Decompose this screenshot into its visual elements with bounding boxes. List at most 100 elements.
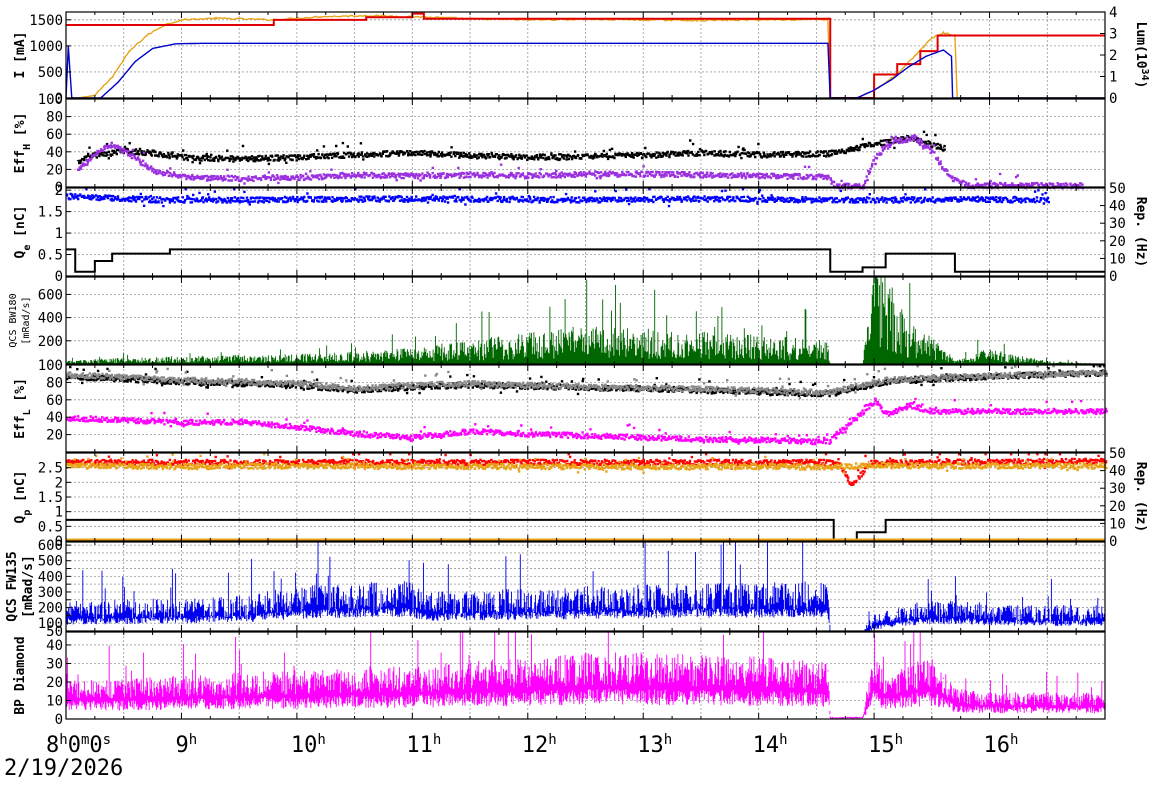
data-point [111, 76, 113, 78]
series-markers [66, 365, 1108, 400]
y-label: Qe [nC] [13, 206, 33, 259]
data-point [1081, 183, 1083, 185]
data-point [169, 248, 171, 250]
data-point [584, 334, 587, 336]
data-point [890, 305, 893, 307]
y-tick-label-right: 4 [1109, 5, 1117, 21]
data-point [1046, 696, 1048, 698]
data-point [829, 271, 831, 273]
data-point [238, 380, 240, 382]
y-label-right-part: ) [1133, 81, 1148, 89]
data-point [861, 716, 864, 718]
x-tick-value: 10 [291, 733, 318, 758]
data-point [896, 611, 898, 613]
x-tick-unit: h [664, 732, 672, 748]
data-point [1046, 372, 1048, 374]
y-label-right: Lum(1034) [1133, 22, 1151, 89]
data-point [584, 385, 587, 387]
data-point [296, 356, 298, 358]
data-point [971, 197, 973, 199]
y-tick-label-right: 0 [1109, 269, 1117, 285]
series-0 [65, 277, 1106, 365]
data-point [931, 151, 933, 153]
data-point [954, 361, 956, 363]
data-point [642, 386, 644, 388]
data-point [861, 271, 864, 273]
x-tick-label: 15h [868, 732, 903, 758]
data-point [913, 136, 916, 138]
y-label: QCS FW135[mRad/s] [5, 551, 36, 621]
y-label-part: [nC] [13, 206, 28, 245]
x-tick-unit: s [103, 732, 111, 748]
data-point [885, 378, 887, 380]
data-point [873, 399, 875, 401]
series-markers [66, 453, 1108, 486]
x-tick-value: 11 [406, 733, 433, 758]
data-point [827, 460, 829, 462]
y-tick-label: 200 [38, 601, 63, 617]
data-point [908, 672, 910, 674]
data-point [584, 662, 587, 665]
data-point [411, 464, 413, 466]
data-point [169, 253, 171, 255]
data-point [758, 460, 760, 462]
data-point [988, 608, 991, 610]
data-point [238, 176, 240, 178]
data-point [296, 464, 298, 466]
y-tick-label: 2 [55, 183, 63, 199]
y-tick-label: 100 [38, 358, 63, 374]
data-point [94, 151, 96, 153]
y-label: I [mA] [13, 32, 28, 79]
data-point [111, 142, 113, 144]
data-point [117, 81, 119, 83]
data-point [873, 198, 875, 200]
data-point [873, 662, 875, 665]
panel-3: 200 400 600 QCS BW180 [mRad/s] [8, 276, 1106, 365]
y-label-part: L [22, 409, 33, 415]
data-point [700, 151, 702, 153]
data-point [879, 266, 881, 269]
y-tick-label: 600 [38, 538, 63, 554]
data-point [215, 17, 217, 19]
y-tick-label: 0.5 [38, 248, 63, 264]
data-point [123, 358, 125, 360]
data-point [908, 136, 910, 138]
y-tick-label: 2 [55, 475, 63, 491]
data-point [469, 597, 471, 599]
data-point [700, 591, 702, 593]
data-point [758, 464, 760, 466]
data-point [950, 55, 953, 57]
data-point [873, 155, 875, 157]
x-tick-unit: h [59, 732, 67, 748]
y-tick-label-right: 2 [1109, 48, 1117, 64]
series-2 [65, 42, 1106, 99]
y-tick-label-right: 10 [1109, 251, 1126, 267]
data-point [76, 168, 79, 170]
data-point [954, 271, 956, 273]
x-tick-label: 9h [175, 732, 197, 758]
data-point [180, 155, 183, 157]
x-tick-value: 8 [46, 733, 59, 758]
y-tick-label: 0 [55, 534, 63, 550]
data-point [123, 685, 125, 687]
y-tick-label: 60 [46, 393, 63, 409]
data-point [527, 340, 529, 342]
y-tick-label: 0 [55, 91, 63, 107]
data-point [827, 174, 829, 177]
series-line [66, 248, 1105, 273]
y-tick-label: 50 [46, 624, 63, 640]
y-tick-label-right: 20 [1109, 499, 1126, 515]
y-label-part: Eff [13, 150, 28, 173]
data-point [411, 589, 413, 592]
data-point [758, 388, 760, 390]
data-point [829, 18, 831, 20]
data-point [758, 152, 760, 155]
data-point [238, 679, 240, 681]
data-point [873, 73, 875, 76]
data-point [827, 670, 829, 672]
data-point [180, 464, 183, 466]
y-tick-label: 20 [46, 162, 63, 178]
data-point [527, 460, 529, 462]
data-point [469, 346, 471, 348]
